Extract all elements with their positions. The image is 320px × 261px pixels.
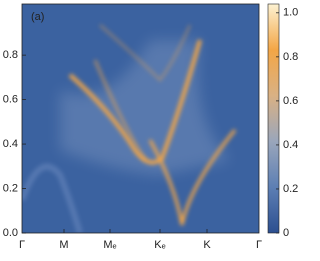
x-tick-label: Γ [256,239,262,251]
colorbar-tick-label: 0.2 [283,183,298,195]
colorbar [267,3,280,234]
colorbar-tick-label: 0.6 [283,95,298,107]
y-tick-label: 0.2 [3,182,18,194]
colorbar-tick-label: 0.4 [283,139,298,151]
y-tick-label: 0.4 [3,138,18,150]
annotation: (a) [31,11,44,23]
x-tick-label: Kₑ [154,239,165,251]
x-tick-label: Γ [19,239,25,251]
x-tick-label: Mₑ [103,239,116,251]
colorbar-tick-label: 1.0 [283,7,298,19]
spectral-features [22,24,237,233]
chart: (a) 0.0 0.2 0.4 0.6 0.8 Γ M Mₑ Kₑ K Γ 0 0.2 0.4 0.6 0.8… [3,3,298,251]
y-tick-label: 0.6 [3,94,18,106]
plot-frame [21,3,260,234]
x-tick-label: K [203,239,211,251]
x-tick-label: M [59,239,68,251]
y-tick-label: 0.0 [3,227,18,239]
colorbar-tick-label: 0.8 [283,51,298,63]
colorbar-tick-label: 0 [283,227,289,239]
y-tick-label: 0.8 [3,49,18,61]
